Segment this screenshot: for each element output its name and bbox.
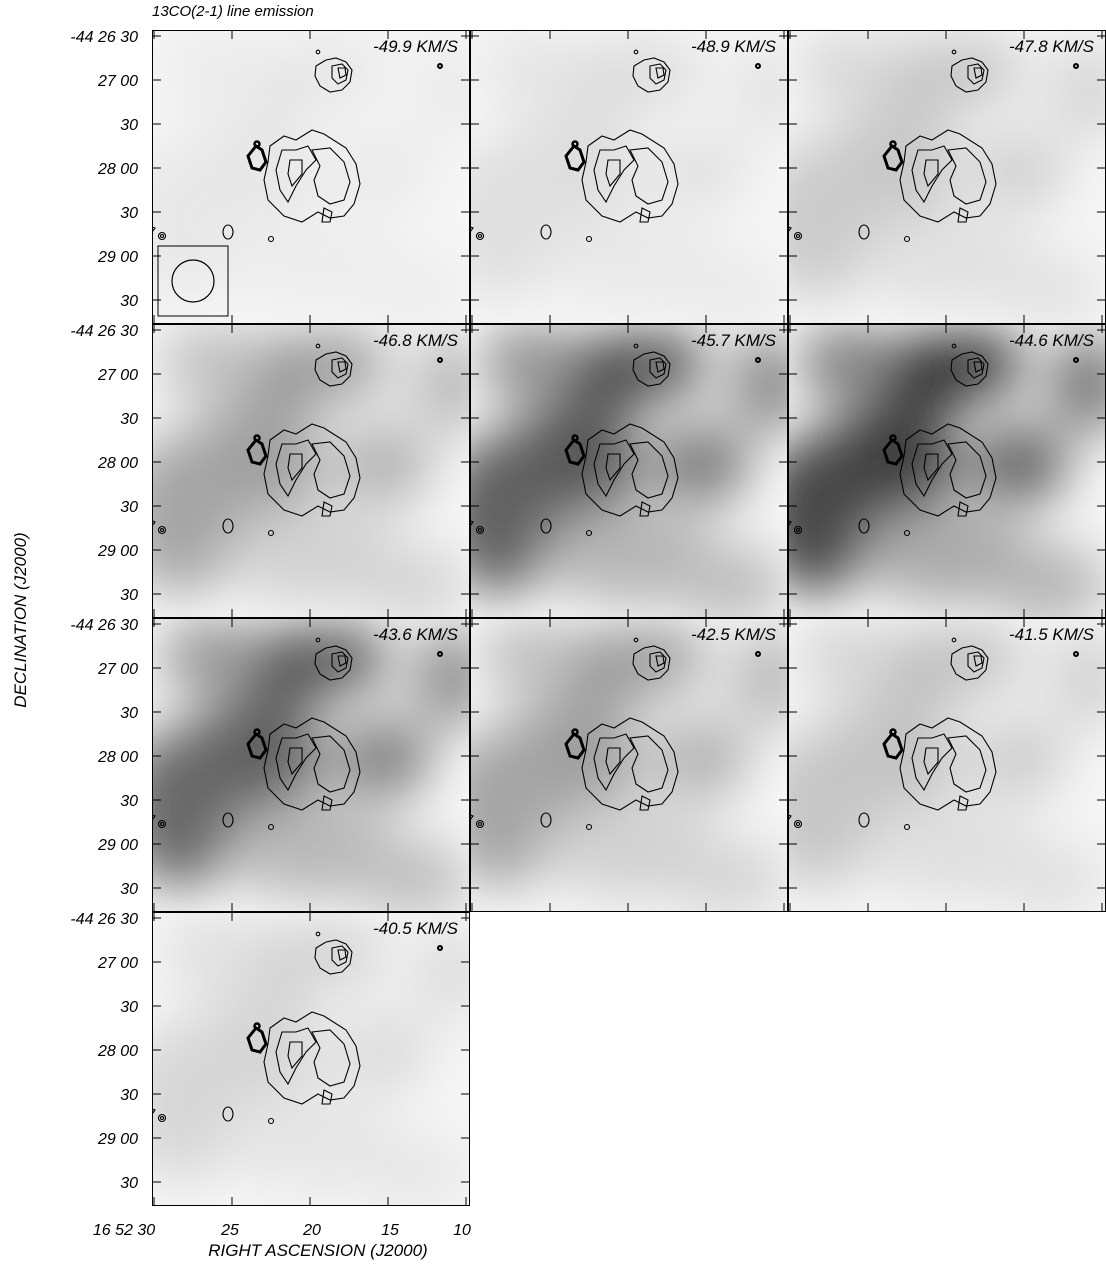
dec-tick-label: 28 00	[97, 1043, 138, 1060]
velocity-label: -46.8 KM/S	[373, 331, 459, 350]
panel-frame	[470, 30, 788, 324]
dec-tick-label: 30	[120, 587, 138, 604]
velocity-label: -42.5 KM/S	[691, 625, 777, 644]
channel-panel: -44.6 KM/S	[788, 324, 1106, 618]
panel-frame	[152, 618, 470, 912]
dec-tick-label: 30	[120, 117, 138, 134]
velocity-label: -45.7 KM/S	[691, 331, 777, 350]
panel-ticks	[470, 618, 788, 912]
dec-tick-label: -44 26 30	[70, 911, 138, 928]
panel-ticks	[788, 30, 1106, 324]
y-axis-label: DECLINATION (J2000)	[11, 532, 30, 707]
panel-ticks	[788, 324, 1106, 618]
panel-ticks	[152, 618, 470, 912]
channel-panel: -46.8 KM/S	[152, 324, 470, 618]
emission-greyscale	[788, 30, 1106, 324]
dec-tick-label: 27 00	[97, 73, 138, 90]
channel-panel: -47.8 KM/S	[788, 30, 1106, 324]
dec-tick-label: 30	[120, 999, 138, 1016]
panel-ticks	[152, 30, 470, 324]
dec-tick-label: 30	[120, 1087, 138, 1104]
channel-panel: -45.7 KM/S	[470, 324, 788, 618]
panel-frame	[470, 618, 788, 912]
dec-tick-label: 29 00	[97, 543, 138, 560]
dec-tick-label: -44 26 30	[70, 29, 138, 46]
channel-panel: -41.5 KM/S	[788, 618, 1106, 912]
panel-ticks	[470, 324, 788, 618]
dec-tick-label: 27 00	[97, 367, 138, 384]
emission-greyscale	[788, 324, 1106, 618]
dec-tick-label: 29 00	[97, 1131, 138, 1148]
dec-tick-label: 30	[120, 499, 138, 516]
panel-frame	[152, 324, 470, 618]
dec-tick-label: 30	[120, 411, 138, 428]
figure-title: 13CO(2-1) line emission	[152, 3, 314, 20]
dec-tick-label: 30	[120, 705, 138, 722]
dec-tick-label: 27 00	[97, 661, 138, 678]
dec-tick-labels: -44 26 30 27 00 30 28 00 30 29 00 30 -44 26 30 2…	[70, 29, 138, 1192]
emission-greyscale	[152, 324, 470, 618]
dec-tick-label: 30	[120, 1175, 138, 1192]
dec-tick-label: -44 26 30	[70, 323, 138, 340]
dec-tick-label: -44 26 30	[70, 617, 138, 634]
dec-tick-label: 28 00	[97, 161, 138, 178]
x-axis-label: RIGHT ASCENSION (J2000)	[208, 1241, 427, 1260]
dec-tick-label: 30	[120, 793, 138, 810]
channel-panel: -43.6 KM/S	[152, 618, 470, 912]
panel-frame	[152, 912, 470, 1206]
dec-tick-label: 29 00	[97, 249, 138, 266]
dec-tick-label: 30	[120, 881, 138, 898]
panel-ticks	[152, 324, 470, 618]
panel-frame	[152, 30, 470, 324]
velocity-label: -40.5 KM/S	[373, 919, 459, 938]
emission-greyscale	[152, 618, 470, 912]
ra-tick-label: 10	[453, 1222, 471, 1239]
ra-tick-labels: 16 52 30 25 20 15 10	[93, 1222, 471, 1239]
panel-frame	[470, 324, 788, 618]
panel-ticks	[470, 30, 788, 324]
ra-tick-label: 20	[302, 1222, 321, 1239]
ra-tick-label: 25	[220, 1222, 239, 1239]
dec-tick-label: 30	[120, 293, 138, 310]
ra-tick-label: 15	[381, 1222, 399, 1239]
dec-tick-label: 30	[120, 205, 138, 222]
velocity-label: -41.5 KM/S	[1009, 625, 1095, 644]
panel-ticks	[788, 618, 1106, 912]
beam-box	[157, 245, 229, 317]
channel-panel: -42.5 KM/S	[470, 618, 788, 912]
ra-tick-label: 16 52 30	[93, 1222, 155, 1239]
dec-tick-label: 29 00	[97, 837, 138, 854]
velocity-label: -47.8 KM/S	[1009, 37, 1095, 56]
emission-greyscale	[470, 30, 788, 324]
channel-panel: -48.9 KM/S	[470, 30, 788, 324]
dec-tick-label: 28 00	[97, 749, 138, 766]
velocity-label: -48.9 KM/S	[691, 37, 777, 56]
velocity-label: -49.9 KM/S	[373, 37, 459, 56]
dec-tick-label: 27 00	[97, 955, 138, 972]
emission-greyscale	[152, 912, 470, 1206]
velocity-label: -44.6 KM/S	[1009, 331, 1095, 350]
channel-panel: -40.5 KM/S	[152, 912, 470, 1206]
dec-tick-label: 28 00	[97, 455, 138, 472]
emission-greyscale	[470, 324, 788, 618]
velocity-label: -43.6 KM/S	[373, 625, 459, 644]
channel-panels: -49.9 KM/S -48.9 KM/S -47.8 KM/S -46.8 KM/S…	[152, 30, 1106, 1206]
emission-greyscale	[788, 618, 1106, 912]
channel-panel: -49.9 KM/S	[152, 30, 470, 324]
panel-ticks	[152, 912, 470, 1206]
